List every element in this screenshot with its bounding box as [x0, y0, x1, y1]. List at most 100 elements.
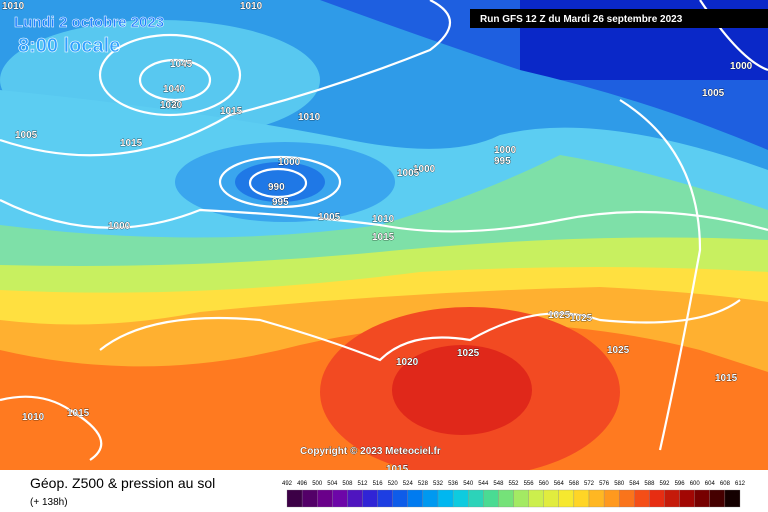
colorbar-swatch — [558, 489, 575, 508]
footer-title: Géop. Z500 & pression au sol — [30, 475, 215, 491]
colorbar-label: 568 — [569, 481, 580, 487]
colorbar-label: 524 — [403, 481, 414, 487]
colorbar-label: 520 — [388, 481, 399, 487]
isobar-label: 1010 — [240, 1, 263, 12]
colorbar: 492 496 500 504 508 512 516 520 524 528 532 536 540 5… — [282, 481, 746, 508]
colorbar-swatch — [634, 489, 650, 508]
colorbar-label: 596 — [675, 481, 686, 487]
colorbar-label: 608 — [720, 481, 731, 487]
colorbar-label: 508 — [342, 481, 353, 487]
colorbar-swatch — [437, 489, 454, 508]
isobar — [0, 395, 103, 461]
colorbar-label: 492 — [282, 481, 293, 487]
isobar-label: 1025 — [607, 345, 630, 356]
isobar-label: 1015 — [372, 232, 395, 243]
isobar-label: 1015 — [220, 106, 243, 117]
colorbar-label: 612 — [735, 481, 746, 487]
colorbar-swatch — [498, 489, 514, 508]
isobar — [99, 299, 741, 362]
colorbar-label: 552 — [508, 481, 519, 487]
isobar-label: 995 — [272, 197, 289, 208]
colorbar-label: 584 — [629, 481, 640, 487]
run-info: Run GFS 12 Z du Mardi 26 septembre 2023 — [480, 14, 683, 25]
isobar-label: 1015 — [386, 464, 409, 475]
colorbar-swatch — [392, 489, 408, 508]
colorbar-label: 532 — [433, 481, 444, 487]
colorbar-swatch — [543, 489, 559, 508]
colorbar-swatch — [422, 489, 439, 508]
isobar-label: 1005 — [702, 88, 725, 99]
isobar-label: 1040 — [163, 84, 186, 95]
colorbar-label: 536 — [448, 481, 459, 487]
colorbar-swatch — [588, 489, 605, 508]
isobars — [0, 0, 768, 461]
isobar-label: 1025 — [457, 348, 480, 359]
isobar-label: 1025 — [548, 310, 571, 321]
colorbar-label: 604 — [705, 481, 716, 487]
colorbar-swatch — [513, 489, 529, 508]
colorbar-label: 504 — [327, 481, 338, 487]
colorbar-label: 592 — [659, 481, 670, 487]
colorbar-swatch — [679, 489, 695, 508]
colorbar-swatch — [377, 489, 393, 508]
colorbar-label: 600 — [690, 481, 701, 487]
colorbar-label: 580 — [614, 481, 625, 487]
isobar-label: 1000 — [494, 145, 517, 156]
isobar-label: 1045 — [170, 59, 193, 70]
isobar-label: 1020 — [160, 100, 183, 111]
colorbar-swatch — [452, 489, 469, 508]
colorbar-swatch — [649, 489, 665, 508]
colorbar-swatch — [724, 489, 741, 508]
colorbar-swatch — [468, 489, 484, 508]
isobar-labels: 1010101010451040103010201015101010051015… — [2, 1, 753, 476]
isobar-label: 1000 — [730, 61, 753, 72]
colorbar-label: 548 — [493, 481, 504, 487]
isobar-label: 1005 — [15, 130, 38, 141]
colorbar-swatch — [709, 489, 726, 508]
colorbar-swatch — [528, 489, 544, 508]
colorbar-swatch — [664, 489, 680, 508]
isobar-label: 1000 — [413, 164, 436, 175]
isobar-label: 990 — [268, 182, 285, 193]
forecast-date: Lundi 2 octobre 2023 — [14, 14, 164, 31]
isobar-label: 1005 — [397, 168, 420, 179]
footer-lead: (+ 138h) — [30, 497, 68, 508]
isobar-label: 1015 — [120, 138, 143, 149]
colorbar-swatch — [573, 489, 590, 508]
colorbar-label: 544 — [478, 481, 489, 487]
colorbar-label: 576 — [599, 481, 610, 487]
run-box — [470, 9, 768, 28]
isobar-label: 1030 — [160, 100, 183, 111]
isobar-label: 1010 — [372, 214, 395, 225]
isobar-label: 995 — [494, 156, 511, 167]
isobar — [619, 99, 702, 451]
colorbar-label: 516 — [373, 481, 384, 487]
colorbar-swatch — [317, 489, 333, 508]
isobar-label: 1000 — [278, 157, 301, 168]
colorbar-label: 512 — [357, 481, 368, 487]
isobar — [98, 33, 242, 117]
colorbar-label: 556 — [524, 481, 535, 487]
isobar — [0, 0, 451, 157]
isobar-label: 1020 — [396, 357, 419, 368]
isobar-label: 1000 — [108, 221, 131, 232]
copyright: Copyright © 2023 Meteociel.fr — [300, 446, 441, 457]
forecast-time: 8:00 locale — [18, 35, 120, 57]
isobar-label: 1015 — [67, 408, 90, 419]
colorbar-swatch — [347, 489, 363, 508]
colorbar-label: 500 — [312, 481, 323, 487]
map-band — [392, 345, 532, 435]
colorbar-label: 588 — [644, 481, 655, 487]
isobar-label: 1010 — [22, 412, 45, 423]
isobar — [218, 155, 342, 209]
colorbar-label: 560 — [539, 481, 550, 487]
colorbar-swatch — [301, 489, 318, 508]
isobar-label: 1010 — [2, 1, 25, 12]
colorbar-swatch — [483, 489, 499, 508]
colorbar-swatch — [603, 489, 620, 508]
isobar-label: 1005 — [318, 212, 341, 223]
colorbar-swatch — [694, 489, 710, 508]
colorbar-swatch — [286, 489, 303, 508]
colorbar-label: 496 — [297, 481, 308, 487]
